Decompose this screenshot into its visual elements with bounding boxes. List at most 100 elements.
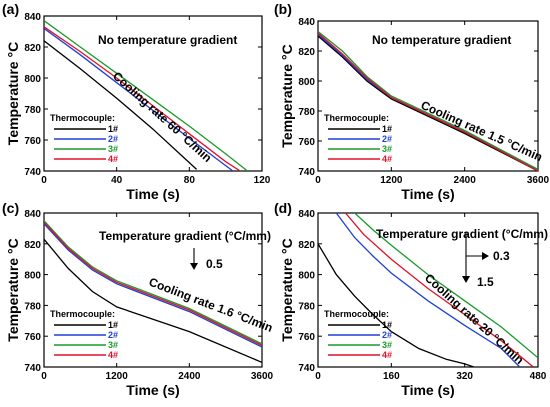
panel-label: (a)	[2, 1, 19, 17]
x-tick-label: 320	[456, 371, 473, 382]
annotation-rate: Cooling rate 1.5 °C/min	[419, 98, 545, 164]
y-tick-label: 780	[24, 301, 41, 312]
x-tick-label: 1200	[380, 175, 403, 186]
x-tick-label: 2400	[178, 371, 201, 382]
x-tick-label: 160	[383, 371, 400, 382]
legend-label: 4#	[108, 154, 118, 164]
y-axis-label: Temperature °C	[279, 238, 295, 341]
y-tick-label: 840	[298, 209, 315, 220]
annotation-title: No temperature gradient	[372, 33, 511, 47]
legend-label: 2#	[382, 134, 392, 144]
x-axis-label: Time (s)	[126, 382, 179, 398]
plot-frame	[43, 212, 263, 368]
x-tick-label: 0	[41, 175, 47, 186]
legend-label: 1#	[382, 320, 392, 330]
annotation-rate: Cooling rate 1.6 °C/min	[147, 275, 275, 335]
y-tick-label: 800	[24, 74, 41, 85]
y-axis-label: Temperature °C	[279, 44, 295, 147]
y-tick-label: 820	[298, 240, 315, 251]
legend-title: Thermocouple:	[324, 113, 389, 123]
legend-label: 1#	[108, 320, 118, 330]
legend: Thermocouple:1#2#3#4#	[50, 113, 118, 164]
y-tick-label: 800	[24, 271, 41, 282]
x-tick-label: 1200	[106, 371, 129, 382]
y-tick-label: 820	[24, 240, 41, 251]
series-line-1	[44, 40, 198, 170]
series-line-4	[345, 213, 534, 367]
series-line-4	[44, 221, 262, 346]
annotation-gradient-value: 0.3	[493, 249, 510, 263]
x-tick-label: 0	[315, 175, 321, 186]
legend-label: 1#	[108, 124, 118, 134]
x-tick-label: 80	[184, 175, 196, 186]
x-tick-label: 480	[530, 371, 547, 382]
x-tick-label: 0	[315, 371, 321, 382]
series-line-3	[318, 30, 538, 171]
series-group	[44, 20, 248, 171]
series-group	[318, 30, 538, 171]
legend-label: 3#	[108, 144, 118, 154]
y-tick-label: 760	[298, 332, 315, 343]
annotation-gradient-value: 0.5	[206, 257, 223, 271]
y-axis-label: Temperature °C	[5, 42, 21, 145]
legend-label: 4#	[108, 350, 118, 360]
annotation-rate: Cooling rate 60 °C/min	[110, 69, 215, 165]
y-tick-label: 840	[24, 209, 41, 220]
annotation-rate: Cooling rate 20 °C/min	[422, 271, 527, 367]
plot-frame	[317, 212, 539, 368]
legend-title: Thermocouple:	[324, 309, 389, 319]
x-tick-label: 2400	[454, 175, 477, 186]
y-tick-label: 820	[24, 43, 41, 54]
legend-label: 3#	[382, 144, 392, 154]
y-tick-label: 840	[24, 12, 41, 23]
series-line-1	[318, 35, 538, 171]
series-line-3	[354, 213, 538, 359]
legend-title: Thermocouple:	[50, 113, 115, 123]
series-group	[44, 220, 262, 363]
legend-label: 4#	[382, 154, 392, 164]
y-tick-label: 760	[24, 332, 41, 343]
series-line-2	[44, 27, 234, 171]
x-axis-label: Time (s)	[401, 186, 454, 202]
arrowhead-icon	[462, 276, 470, 283]
x-axis-label: Time (s)	[401, 382, 454, 398]
y-tick-label: 820	[298, 47, 315, 58]
x-tick-label: 3600	[527, 175, 550, 186]
series-line-4	[44, 26, 241, 171]
annotation-gradient-value: 1.5	[477, 275, 494, 289]
legend-label: 3#	[108, 340, 118, 350]
y-tick-label: 740	[298, 363, 315, 374]
y-tick-label: 740	[298, 167, 315, 178]
chart-panel-1: 0 1200 2400 3600 740 760 780 800 820 840 Time (s) T…	[274, 1, 550, 202]
series-line-2	[335, 213, 521, 367]
series-line-1	[318, 243, 475, 367]
panel-label: (b)	[274, 1, 292, 17]
series-line-3	[44, 220, 262, 345]
plot-frame	[43, 15, 263, 172]
panel-label: (c)	[2, 200, 19, 216]
y-tick-label: 840	[298, 17, 315, 28]
x-tick-label: 40	[111, 175, 123, 186]
plot-frame	[317, 20, 539, 172]
legend: Thermocouple:1#2#3#4#	[324, 309, 392, 360]
legend-label: 3#	[382, 340, 392, 350]
y-axis-label: Temperature °C	[5, 238, 21, 341]
y-tick-label: 780	[298, 301, 315, 312]
chart-panel-3: 0 160 320 480 740 760 780 800 820 840 Time (s) Temp…	[274, 200, 548, 398]
legend-label: 1#	[382, 124, 392, 134]
series-line-3	[44, 20, 248, 171]
annotation-title: Temperature gradient (°C/mm)	[376, 227, 548, 241]
x-tick-label: 3600	[251, 371, 274, 382]
y-tick-label: 780	[24, 105, 41, 116]
series-line-1	[44, 238, 262, 363]
legend-label: 2#	[108, 330, 118, 340]
arrowhead-icon	[190, 263, 198, 270]
legend-label: 2#	[108, 134, 118, 144]
y-tick-label: 760	[24, 136, 41, 147]
x-axis-label: Time (s)	[126, 186, 179, 202]
series-line-2	[44, 223, 262, 348]
x-tick-label: 0	[41, 371, 47, 382]
y-tick-label: 740	[24, 167, 41, 178]
series-line-4	[318, 32, 538, 171]
